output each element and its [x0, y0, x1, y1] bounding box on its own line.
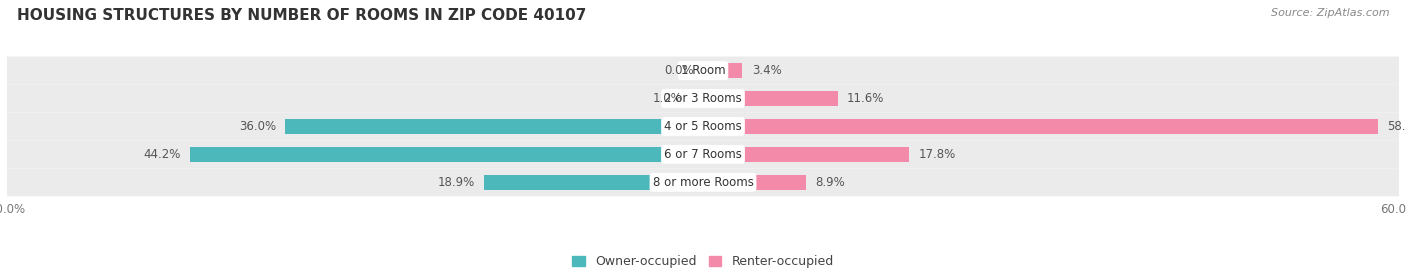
- Bar: [703, 147, 910, 162]
- Text: 3.4%: 3.4%: [752, 64, 782, 77]
- Bar: [190, 147, 703, 162]
- Text: 0.0%: 0.0%: [664, 64, 693, 77]
- Text: 1 Room: 1 Room: [681, 64, 725, 77]
- Bar: [703, 63, 742, 78]
- Text: 11.6%: 11.6%: [846, 92, 884, 105]
- FancyBboxPatch shape: [0, 56, 1406, 84]
- Text: 36.0%: 36.0%: [239, 120, 276, 133]
- Bar: [703, 91, 838, 106]
- Text: HOUSING STRUCTURES BY NUMBER OF ROOMS IN ZIP CODE 40107: HOUSING STRUCTURES BY NUMBER OF ROOMS IN…: [17, 8, 586, 23]
- Bar: [285, 119, 703, 134]
- FancyBboxPatch shape: [0, 168, 1406, 196]
- Legend: Owner-occupied, Renter-occupied: Owner-occupied, Renter-occupied: [572, 255, 834, 268]
- FancyBboxPatch shape: [0, 112, 1406, 140]
- Text: 4 or 5 Rooms: 4 or 5 Rooms: [664, 120, 742, 133]
- Bar: [692, 91, 703, 106]
- Text: 1.0%: 1.0%: [652, 92, 682, 105]
- Bar: [484, 175, 703, 190]
- Text: 18.9%: 18.9%: [437, 176, 474, 189]
- Text: 17.8%: 17.8%: [918, 148, 956, 161]
- Bar: [703, 119, 1378, 134]
- Bar: [703, 175, 806, 190]
- FancyBboxPatch shape: [0, 84, 1406, 112]
- Text: 8 or more Rooms: 8 or more Rooms: [652, 176, 754, 189]
- Text: 58.2%: 58.2%: [1388, 120, 1406, 133]
- Text: Source: ZipAtlas.com: Source: ZipAtlas.com: [1271, 8, 1389, 18]
- FancyBboxPatch shape: [0, 140, 1406, 168]
- Text: 8.9%: 8.9%: [815, 176, 845, 189]
- Text: 44.2%: 44.2%: [143, 148, 181, 161]
- Text: 2 or 3 Rooms: 2 or 3 Rooms: [664, 92, 742, 105]
- Text: 6 or 7 Rooms: 6 or 7 Rooms: [664, 148, 742, 161]
